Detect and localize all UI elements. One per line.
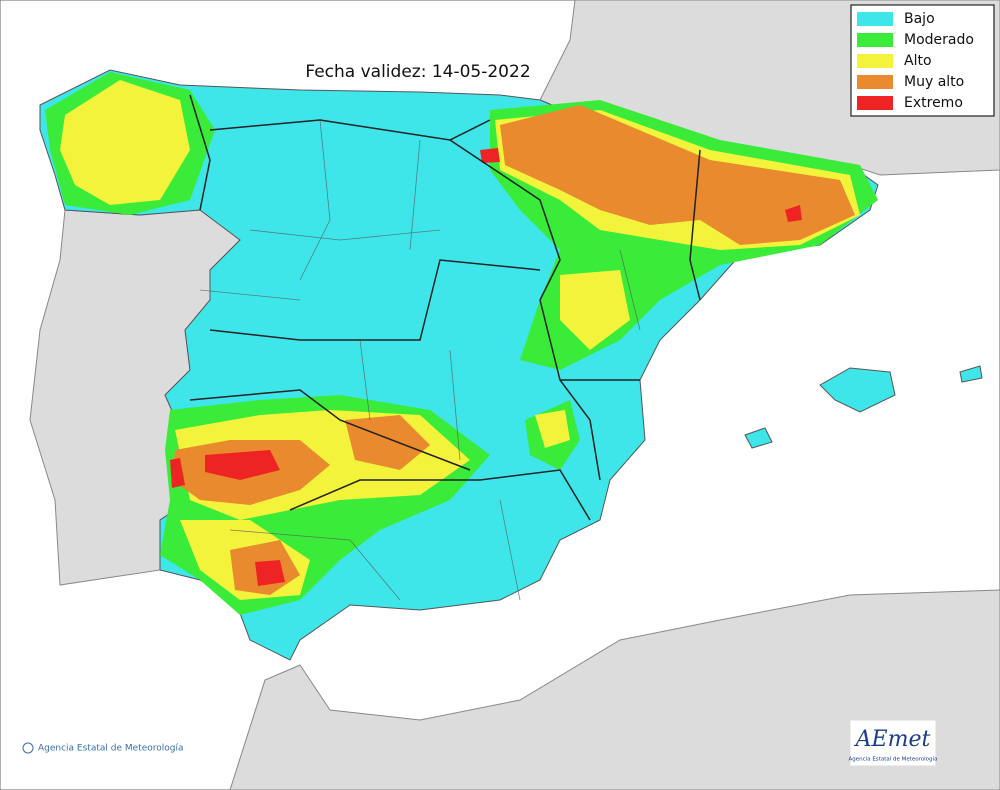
map-title: Fecha validez: 14-05-2022	[305, 62, 530, 82]
risk-area	[560, 270, 630, 350]
legend-swatch	[857, 75, 893, 89]
legend-label: Alto	[904, 53, 932, 69]
legend-swatch	[857, 33, 893, 47]
legend-label: Extremo	[904, 95, 963, 111]
risk-area	[60, 80, 190, 205]
legend-swatch	[857, 12, 893, 26]
mallorca	[819, 367, 896, 413]
credit: Agencia Estatal de Meteorología	[38, 744, 184, 754]
menorca	[959, 365, 983, 383]
legend-swatch	[857, 54, 893, 68]
copyright-icon	[22, 742, 34, 754]
logo-subtitle: Agencia Estatal de Meteorología	[849, 756, 938, 763]
risk-area	[785, 205, 802, 222]
risk-area	[170, 458, 185, 488]
risk-area	[500, 105, 855, 245]
ibiza	[744, 427, 773, 449]
logo-box	[849, 719, 937, 767]
province-borders	[199, 119, 641, 601]
risk-area	[205, 450, 280, 480]
risk-area	[345, 415, 430, 470]
risk-area	[480, 148, 500, 163]
region-borders	[189, 94, 701, 521]
legend-swatch	[857, 96, 893, 110]
legend-label: Bajo	[904, 11, 935, 27]
risk-area	[255, 560, 285, 586]
logo: AEmet Agencia Estatal de Meteorología	[849, 719, 938, 767]
risk-area	[535, 410, 570, 448]
africa	[229, 589, 1000, 790]
logo-text: AEmet	[854, 727, 931, 752]
legend-label: Muy alto	[904, 74, 964, 90]
legend: Bajo Moderado Alto Muy alto Extremo	[850, 4, 995, 117]
legend-label: Moderado	[904, 32, 974, 48]
